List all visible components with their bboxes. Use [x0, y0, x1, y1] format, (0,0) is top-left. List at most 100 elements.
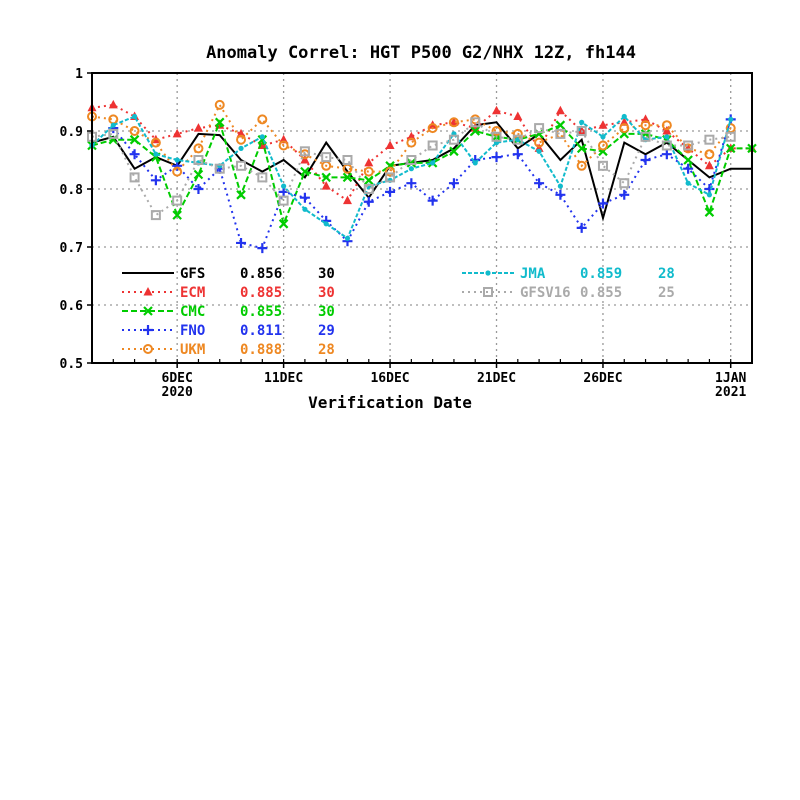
data-point [619, 189, 630, 200]
data-point [598, 120, 608, 129]
data-point [491, 152, 502, 163]
legend-count: 30 [318, 304, 335, 320]
x-tick-label: 11DEC [264, 371, 303, 386]
data-point [534, 137, 545, 148]
data-point [619, 123, 630, 134]
data-point [300, 155, 310, 164]
legend-entry-ecm: ECM 0.885 30 [122, 285, 335, 301]
legend-mean: 0.888 [240, 342, 282, 358]
chart-title: Anomaly Correl: HGT P500 G2/NHX 12Z, fh1… [206, 43, 636, 63]
data-point [640, 120, 651, 131]
series-line-gfs [91, 121, 752, 222]
x-tick-label: 26DEC [583, 371, 622, 386]
data-point [236, 190, 246, 200]
data-point [193, 184, 204, 194]
series-gfs [91, 121, 752, 222]
data-point [172, 128, 182, 138]
data-point [619, 178, 630, 189]
data-point [110, 122, 116, 128]
data-point [342, 155, 353, 165]
data-point [385, 186, 396, 197]
data-point [193, 169, 204, 180]
data-point [363, 184, 374, 194]
data-point [129, 134, 140, 145]
data-point [321, 181, 331, 190]
data-point [174, 157, 180, 163]
x-tick-year-label: 2021 [715, 385, 746, 400]
data-point [236, 134, 247, 145]
y-tick-label: 1 [75, 67, 83, 82]
data-point [427, 195, 438, 206]
data-point [512, 134, 523, 145]
data-point [406, 158, 417, 168]
data-point [661, 140, 672, 151]
data-point [385, 166, 396, 177]
data-point [576, 222, 587, 233]
data-point [281, 183, 287, 189]
data-point [483, 287, 493, 297]
x-tick-label: 16DEC [370, 371, 409, 386]
data-point [129, 149, 140, 160]
data-point [555, 189, 566, 200]
data-point [385, 172, 396, 183]
data-point [238, 145, 244, 151]
data-point [143, 306, 153, 316]
data-point [299, 192, 310, 203]
data-point [259, 134, 265, 140]
data-point [485, 270, 491, 276]
data-point [555, 105, 565, 115]
legend-entry-gfs: GFS 0.856 30 [122, 266, 335, 282]
legend-name: UKM [180, 342, 205, 358]
legend-name: JMA [520, 266, 546, 282]
legend-entry-gfsv16: GFSV16 0.855 25 [462, 285, 675, 301]
data-point [257, 172, 268, 183]
legend-name: ECM [180, 285, 205, 301]
data-point [576, 143, 587, 154]
legend-mean: 0.885 [240, 285, 282, 301]
legend-count: 30 [318, 285, 335, 301]
data-point [427, 140, 438, 151]
data-point [363, 175, 374, 186]
data-point [725, 143, 736, 154]
x-tick-label: 21DEC [477, 371, 516, 386]
legend-entry-ukm: UKM 0.888 28 [122, 342, 335, 358]
x-tick-year-label: 2020 [162, 385, 193, 400]
data-point [448, 117, 459, 128]
data-point [385, 140, 395, 149]
legend-mean: 0.811 [240, 323, 282, 339]
data-point [683, 155, 693, 165]
data-point [193, 123, 203, 132]
legend-entry-jma: JMA 0.859 28 [462, 266, 675, 282]
data-point [449, 146, 459, 157]
data-point [363, 196, 374, 207]
series-gfsv16 [87, 117, 736, 221]
data-point [131, 113, 138, 120]
data-point [321, 152, 332, 163]
data-point [278, 219, 289, 229]
data-point [342, 195, 352, 205]
data-point [363, 166, 374, 177]
data-point [172, 166, 183, 177]
legend-count: 28 [658, 266, 675, 282]
data-point [302, 206, 308, 212]
data-point [344, 235, 351, 241]
data-point [600, 134, 606, 140]
y-tick-label: 0.6 [60, 299, 84, 314]
data-point [408, 166, 414, 172]
data-point [534, 123, 545, 134]
data-point [143, 325, 153, 335]
data-point [214, 99, 225, 110]
data-point [470, 126, 481, 136]
data-point [193, 143, 204, 154]
data-point [150, 210, 161, 221]
data-point [536, 148, 542, 154]
data-point [491, 126, 502, 136]
legend-entry-fno: FNO 0.811 29 [122, 323, 335, 339]
data-point [491, 131, 502, 142]
data-point [576, 126, 587, 136]
data-point [534, 178, 545, 189]
data-point [640, 155, 651, 165]
data-point [725, 131, 736, 142]
